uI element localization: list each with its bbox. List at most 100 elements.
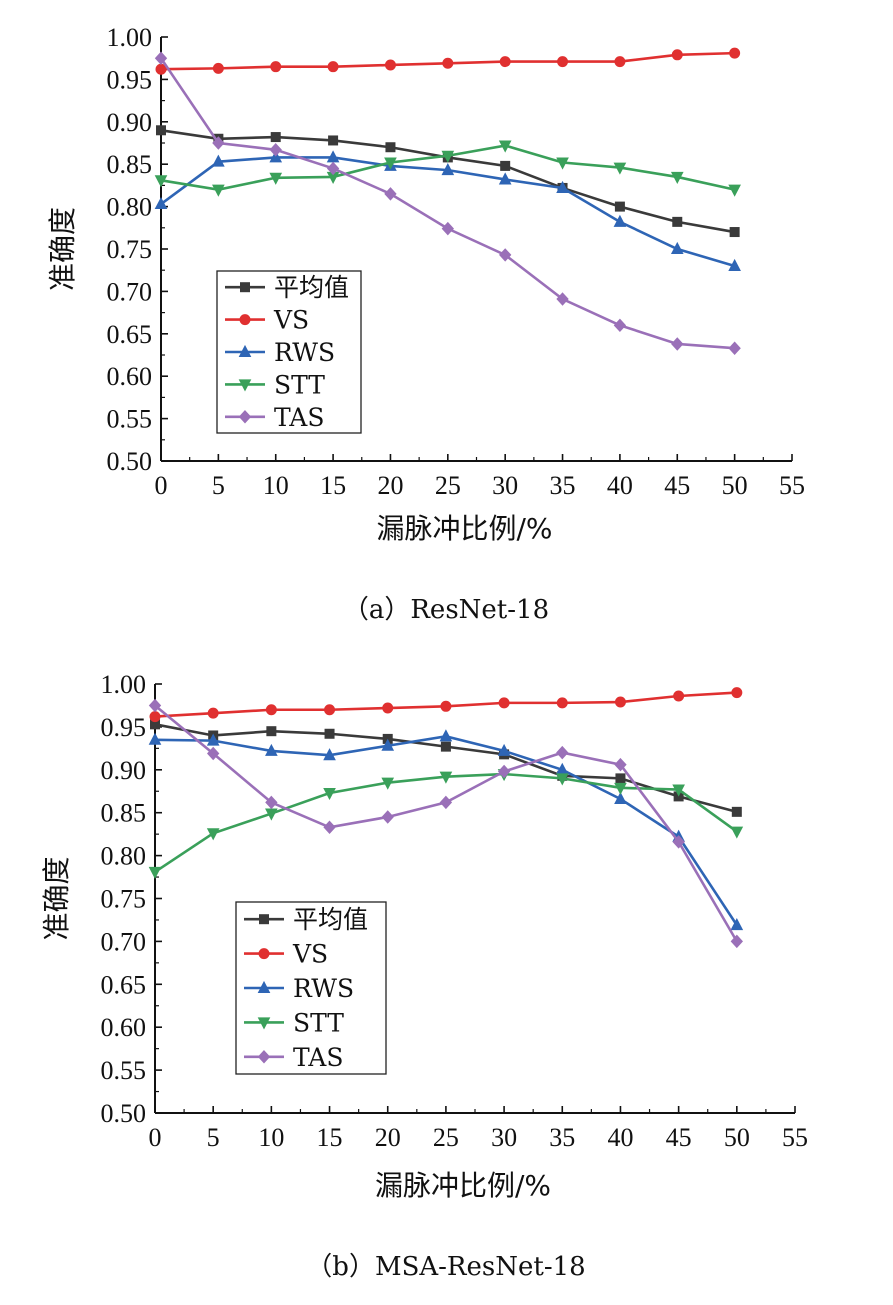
data-point-VS (499, 56, 511, 68)
y-tick-label: 0.90 (101, 756, 147, 785)
data-point-TAS (730, 934, 743, 949)
data-point-RWS (497, 743, 511, 756)
x-tick-label: 10 (258, 1123, 284, 1152)
x-tick-label: 20 (375, 1123, 401, 1152)
legend-label: 平均值 (274, 273, 349, 302)
legend-marker (240, 282, 250, 293)
data-point-VS (614, 56, 626, 68)
legend-label: STT (293, 1008, 344, 1037)
data-point-RWS (730, 918, 744, 931)
y-tick-label: 0.80 (107, 193, 153, 222)
data-point-TAS (556, 292, 569, 306)
data-point-RWS (206, 733, 220, 746)
data-point-STT (555, 773, 569, 786)
legend-label: RWS (274, 338, 335, 367)
x-tick-label: 30 (492, 471, 518, 500)
data-point-STT (148, 866, 162, 879)
data-point-平均值 (731, 806, 742, 817)
data-point-VS (440, 700, 452, 712)
data-point-TAS (326, 161, 340, 176)
x-tick-label: 10 (263, 471, 289, 500)
data-point-RWS (381, 738, 395, 751)
data-point-VS (498, 697, 510, 709)
data-point-VS (155, 63, 167, 75)
legend-label: TAS (293, 1043, 344, 1072)
data-point-RWS (498, 172, 512, 185)
x-tick-label: 55 (779, 471, 805, 500)
data-point-平均值 (500, 160, 511, 171)
legend-marker (257, 1017, 271, 1030)
x-tick-label: 30 (491, 1123, 517, 1152)
legend-label: RWS (293, 974, 354, 1003)
data-point-平均值 (614, 201, 625, 212)
y-tick-label: 1.00 (107, 23, 153, 52)
series-RWS (148, 729, 744, 931)
x-axis-title: 漏脉冲比例/% (375, 1169, 551, 1202)
data-point-STT (672, 784, 685, 797)
data-point-TAS (556, 745, 569, 760)
y-tick-label: 0.75 (107, 235, 153, 264)
data-point-VS (729, 47, 741, 59)
data-point-STT (441, 150, 455, 163)
data-point-STT (728, 184, 741, 197)
legend-marker (239, 314, 251, 326)
series-STT (148, 769, 744, 879)
series-VS (155, 47, 741, 75)
data-point-RWS (439, 729, 453, 742)
data-point-TAS (265, 795, 278, 810)
x-tick-label: 5 (212, 471, 225, 500)
data-point-平均值 (328, 135, 339, 146)
data-point-VS (324, 704, 336, 716)
data-point-STT (498, 140, 512, 153)
data-point-RWS (728, 258, 741, 271)
data-point-VS (212, 62, 224, 74)
data-point-RWS (154, 196, 168, 210)
series-VS (149, 687, 743, 723)
legend-marker (238, 344, 252, 357)
data-point-RWS (323, 748, 336, 761)
legend-label: STT (274, 370, 325, 399)
data-point-平均值 (266, 726, 277, 737)
legend-marker (258, 948, 270, 960)
legend-marker (238, 379, 252, 392)
legend-label: TAS (274, 403, 325, 432)
y-tick-label: 0.50 (107, 447, 153, 476)
y-tick-label: 0.60 (101, 1013, 147, 1042)
data-point-TAS (499, 248, 512, 262)
data-point-VS (270, 61, 282, 73)
data-point-STT (730, 826, 744, 839)
data-point-STT (613, 162, 627, 175)
y-tick-label: 0.55 (107, 405, 153, 434)
data-point-VS (382, 702, 394, 714)
data-point-RWS (269, 150, 283, 163)
data-point-VS (207, 707, 219, 719)
data-point-STT (384, 157, 397, 170)
x-tick-label: 0 (149, 1123, 162, 1152)
y-tick-label: 0.50 (101, 1099, 147, 1128)
data-point-TAS (441, 221, 454, 236)
data-point-STT (381, 777, 395, 790)
data-point-STT (670, 171, 684, 184)
x-tick-label: 5 (207, 1123, 220, 1152)
legend-marker (257, 1050, 271, 1064)
data-point-平均值 (672, 216, 683, 227)
data-point-VS (731, 687, 743, 699)
series-STT (154, 140, 741, 197)
data-point-VS (557, 56, 569, 68)
data-point-STT (206, 828, 220, 841)
chart-caption: （b）MSA-ResNet-18 (306, 1252, 585, 1282)
legend-marker (259, 914, 269, 925)
data-point-TAS (728, 341, 741, 355)
y-tick-label: 0.70 (107, 277, 153, 306)
x-tick-label: 15 (320, 471, 346, 500)
y-tick-label: 0.80 (101, 842, 147, 871)
x-tick-label: 25 (433, 1123, 459, 1152)
legend-label: 平均值 (293, 905, 368, 934)
data-point-TAS (269, 143, 282, 157)
data-point-TAS (207, 746, 220, 761)
data-point-VS (442, 57, 454, 69)
y-tick-label: 0.95 (107, 65, 153, 94)
data-point-TAS (154, 51, 168, 65)
data-point-VS (327, 61, 339, 73)
data-point-TAS (613, 318, 627, 333)
